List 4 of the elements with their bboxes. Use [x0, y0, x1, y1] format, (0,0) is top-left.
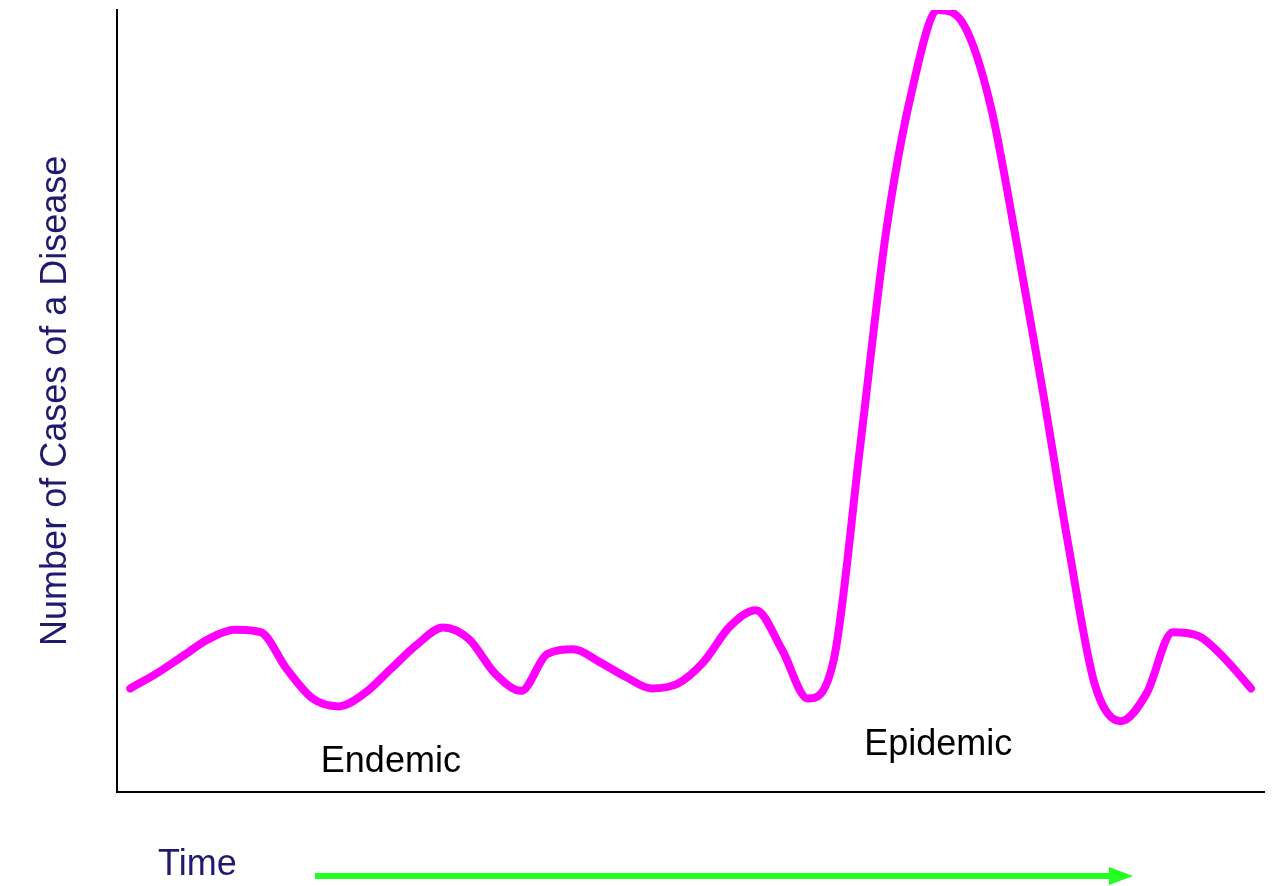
y-axis-title: Number of Cases of a Disease	[32, 155, 74, 646]
x-axis-title: Time	[158, 842, 237, 884]
annotation: Epidemic	[864, 721, 1013, 763]
annotation: Endemic	[320, 738, 461, 780]
